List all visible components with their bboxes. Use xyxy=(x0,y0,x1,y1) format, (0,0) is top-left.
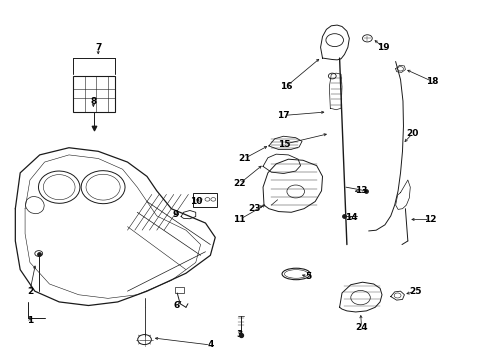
Point xyxy=(35,251,42,256)
Text: 16: 16 xyxy=(279,82,292,91)
Text: 23: 23 xyxy=(247,204,260,213)
Text: 7: 7 xyxy=(95,43,101,52)
Text: 9: 9 xyxy=(172,210,178,219)
Text: 13: 13 xyxy=(355,186,367,195)
Text: 19: 19 xyxy=(376,43,389,52)
Text: 20: 20 xyxy=(406,129,418,138)
Text: 24: 24 xyxy=(354,323,367,332)
Text: 22: 22 xyxy=(233,179,245,188)
Text: 3: 3 xyxy=(236,330,242,339)
Text: 10: 10 xyxy=(189,197,202,206)
Text: 4: 4 xyxy=(207,341,213,350)
Text: 12: 12 xyxy=(423,215,435,224)
Point xyxy=(340,213,347,219)
Point xyxy=(90,125,98,131)
Text: 5: 5 xyxy=(304,272,310,281)
Text: 8: 8 xyxy=(90,96,96,105)
Text: 21: 21 xyxy=(238,154,250,163)
Point xyxy=(362,189,369,194)
Text: 25: 25 xyxy=(408,287,421,296)
Text: 17: 17 xyxy=(277,111,289,120)
Text: 11: 11 xyxy=(233,215,245,224)
Text: 18: 18 xyxy=(425,77,438,86)
Text: 14: 14 xyxy=(345,213,357,222)
Point xyxy=(236,332,244,338)
Text: 2: 2 xyxy=(27,287,33,296)
Text: 6: 6 xyxy=(173,301,179,310)
Text: 15: 15 xyxy=(278,140,290,149)
Text: 1: 1 xyxy=(27,316,33,325)
